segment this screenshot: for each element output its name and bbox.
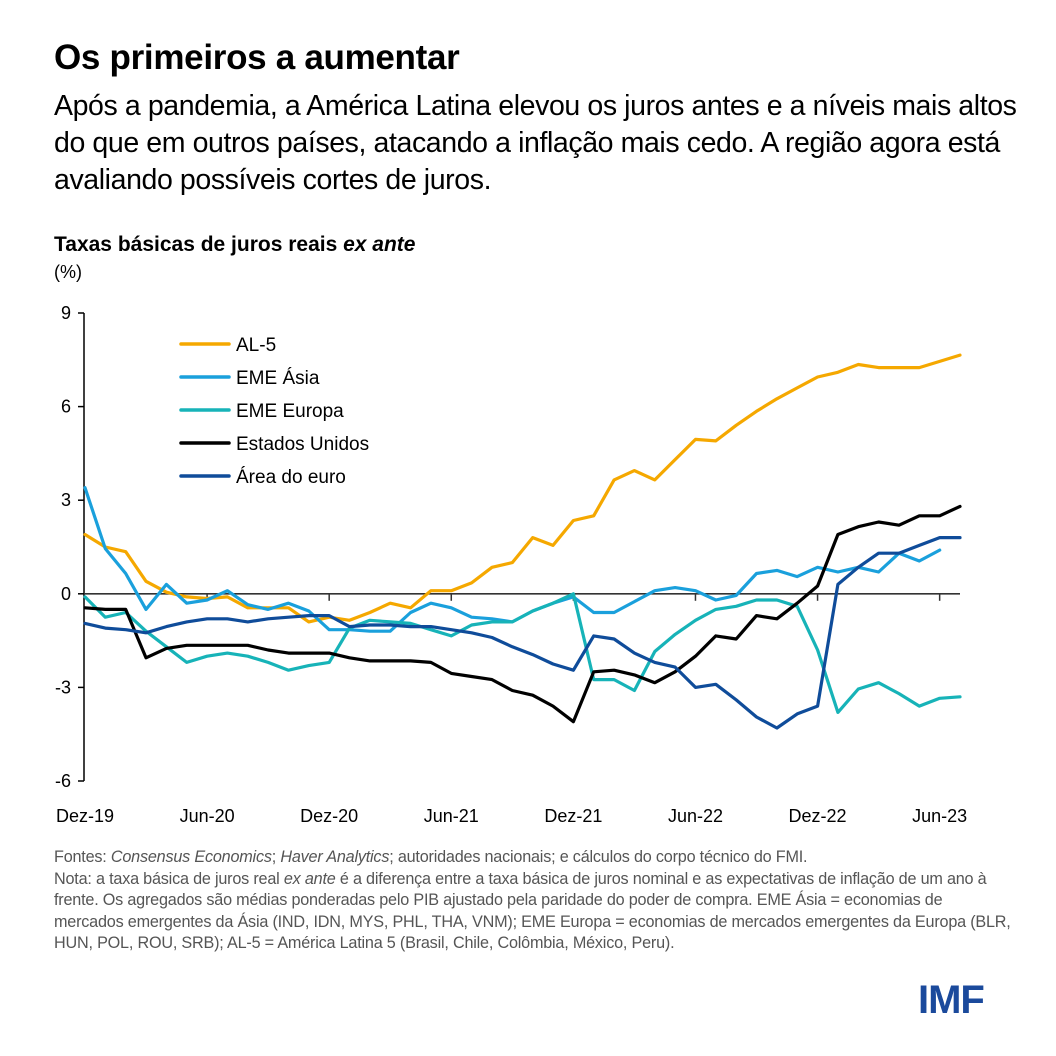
note-prefix: Nota: a taxa básica de juros real [54,869,284,888]
x-tick-label: Jun-22 [668,806,723,826]
legend-label-estados-unidos: Estados Unidos [236,434,369,455]
chart-title-italic: ex ante [343,233,416,256]
source-haver: Haver Analytics [280,848,390,866]
y-tick-label: 6 [61,397,71,417]
sources-separator: ; [271,848,281,866]
sources-prefix: Fontes: [54,848,111,866]
definition-note: Nota: a taxa básica de juros real ex ant… [54,869,1014,955]
series-line-eme-europa [83,592,962,714]
x-tick-label: Jun-21 [424,806,479,826]
x-tick-label: Dez-22 [789,806,847,826]
series-line-al-5 [83,353,962,624]
page-subtitle: Após a pandemia, a América Latina elevou… [54,90,1017,196]
legend-label-eme-asia: EME Ásia [236,368,320,389]
y-tick-label: 3 [61,490,71,510]
page-title: Os primeiros a aumentar [54,38,460,77]
y-tick-label: 9 [61,303,71,323]
x-tick-label: Dez-19 [56,806,114,826]
x-tick-label: Jun-23 [912,806,967,826]
y-tick-label: -3 [55,677,71,697]
y-axis-unit: (%) [54,262,82,282]
sources-rest: ; autoridades nacionais; e cálculos do c… [389,848,808,866]
series-line-estados-unidos [83,504,962,724]
legend: AL-5 EME Ásia EME Europa Estados Unidos Área… [179,335,369,488]
imf-logo: IMF [918,978,985,1022]
series-line-area-do-euro [83,536,962,730]
legend-label-eme-europa: EME Europa [236,401,344,422]
series-line-eme-asia [83,486,942,633]
footnote: Fontes: Consensus Economics; Haver Analy… [54,847,1014,955]
series-lines [83,353,962,730]
y-tick-label: 0 [61,584,71,604]
x-tick-label: Dez-20 [300,806,358,826]
x-tick-label: Dez-21 [544,806,602,826]
note-rest: é a diferença entre a taxa básica de jur… [54,869,1011,953]
note-italic: ex ante [283,869,336,888]
source-consensus: Consensus Economics [110,848,272,866]
y-tick-label: -6 [55,771,71,791]
chart-title: Taxas básicas de juros reais ex ante [54,233,415,257]
sources-note: Fontes: Consensus Economics; Haver Analy… [54,847,1014,869]
chart-title-main: Taxas básicas de juros reais [54,233,344,256]
legend-label-al-5: AL-5 [236,335,276,356]
x-tick-label: Jun-20 [180,806,235,826]
legend-label-area-do-euro: Área do euro [236,467,346,488]
